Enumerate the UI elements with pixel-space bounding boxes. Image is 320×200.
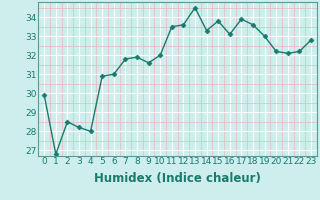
X-axis label: Humidex (Indice chaleur): Humidex (Indice chaleur): [94, 172, 261, 185]
